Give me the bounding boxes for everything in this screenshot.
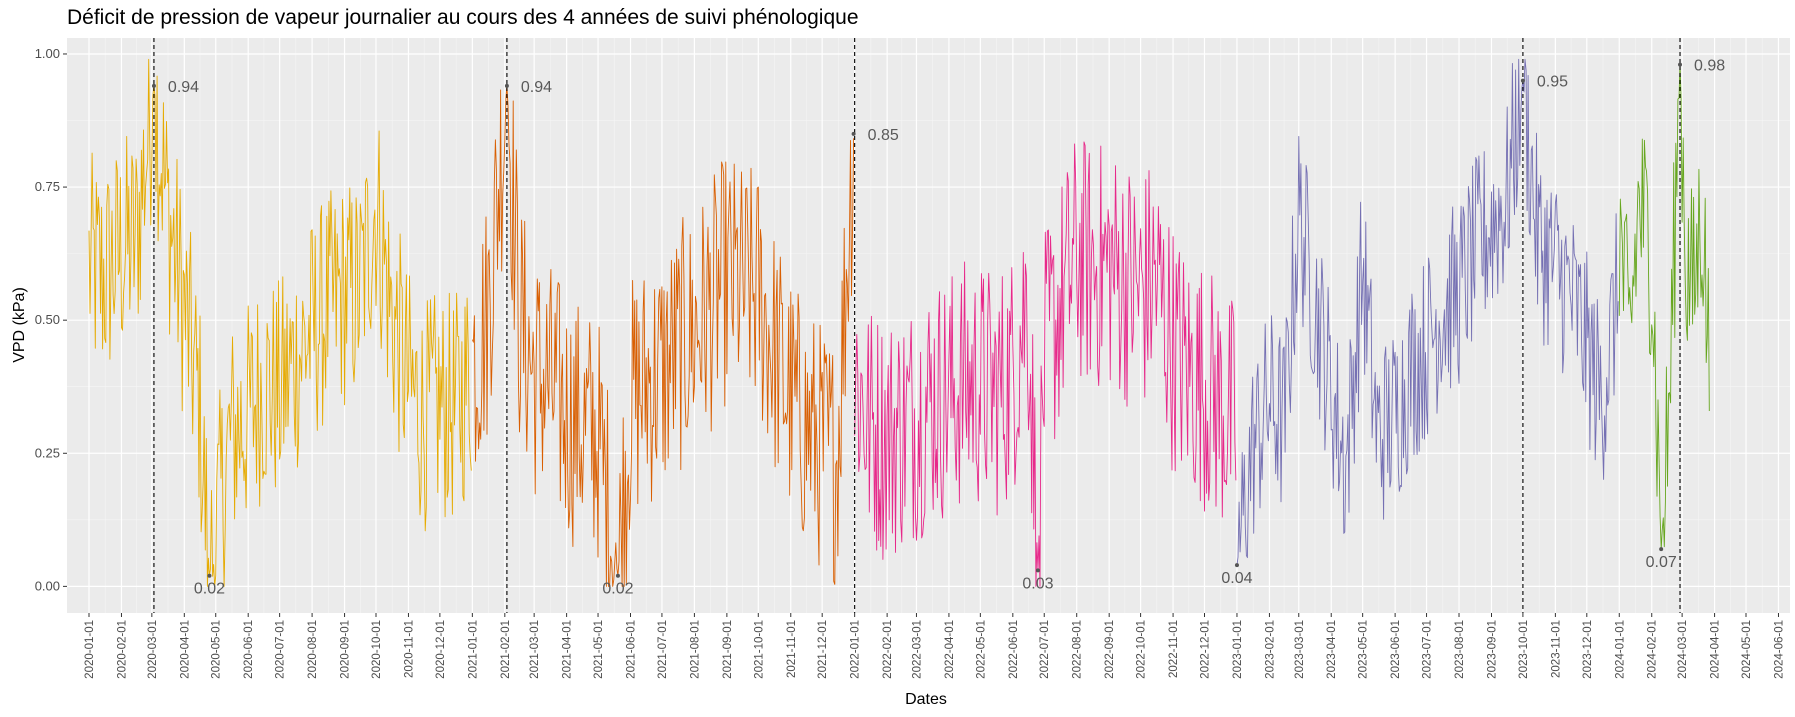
x-tick-label: 2022-04-01: [944, 620, 956, 679]
x-tick-label: 2021-07-01: [657, 620, 669, 679]
x-tick-label: 2023-04-01: [1326, 620, 1338, 679]
annotation-point: [1659, 547, 1664, 552]
x-tick-label: 2023-05-01: [1358, 620, 1370, 679]
x-tick-label: 2020-11-01: [403, 620, 415, 678]
x-tick-label: 2021-12-01: [817, 620, 829, 679]
series-line-2: [471, 85, 855, 587]
annotation-label: 0.07: [1646, 554, 1677, 571]
x-tick-label: 2021-03-01: [529, 620, 541, 679]
annotation-label: 0.94: [168, 79, 199, 96]
y-axis: 0.00 0.25 0.50 0.75 1.00: [35, 46, 67, 593]
annotation-point: [207, 573, 212, 578]
x-tick-label: 2023-07-01: [1422, 620, 1434, 679]
x-tick-label: 2020-01-01: [84, 620, 96, 679]
series-line-5: [1618, 64, 1710, 550]
x-tick-label: 2023-10-01: [1518, 620, 1530, 679]
annotation-point: [1678, 62, 1683, 67]
annotation-point: [1520, 78, 1525, 83]
x-tick-label: 2022-07-01: [1039, 620, 1051, 679]
x-tick-label: 2021-11-01: [786, 620, 798, 678]
series-layer: [88, 58, 1710, 587]
series-line-4: [1236, 58, 1619, 566]
x-tick-label: 2022-05-01: [975, 620, 987, 679]
annotation-point: [851, 131, 856, 136]
x-tick-label: 2021-05-01: [593, 620, 605, 679]
x-tick-label: 2023-12-01: [1582, 620, 1594, 679]
annotation-label: 0.03: [1022, 575, 1053, 592]
x-tick-label: 2021-06-01: [626, 620, 638, 679]
annotation-point: [504, 83, 509, 88]
annotation-point: [1234, 563, 1239, 568]
x-tick-label: 2021-04-01: [562, 620, 574, 679]
x-tick-label: 2020-02-01: [116, 620, 128, 679]
x-tick-label: 2024-01-01: [1614, 620, 1626, 679]
annotation-label: 0.04: [1221, 570, 1252, 587]
annotation-layer: 0.94 0.02 0.94 0.02 0.85 0.03 0.04 0.95 0.07 0.98: [151, 58, 1725, 598]
x-tick-label: 2024-05-01: [1741, 620, 1753, 679]
annotation-label: 0.02: [194, 581, 225, 598]
annotation-label: 0.95: [1537, 74, 1568, 91]
x-tick-label: 2020-07-01: [275, 620, 287, 679]
x-tick-label: 2021-10-01: [753, 620, 765, 679]
x-axis-label: Dates: [905, 691, 947, 708]
x-tick-label: 2020-05-01: [211, 620, 223, 679]
x-tick-label: 2020-10-01: [371, 620, 383, 679]
x-tick-label: 2023-01-01: [1232, 620, 1244, 679]
x-tick-label: 2023-03-01: [1294, 620, 1306, 679]
x-tick-label: 2020-03-01: [147, 620, 159, 679]
x-tick-label: 2024-04-01: [1710, 620, 1722, 679]
y-tick-label: 0.50: [35, 312, 60, 327]
x-tick-label: 2022-10-01: [1136, 620, 1148, 679]
x-tick-label: 2024-03-01: [1677, 620, 1689, 679]
annotation-label: 0.98: [1694, 58, 1725, 75]
x-tick-label: 2022-09-01: [1104, 620, 1116, 679]
series-line-1: [88, 58, 472, 587]
x-axis: 2020-01-01 2020-02-01 2020-03-01 2020-04-01…: [84, 613, 1785, 679]
annotation-point: [1035, 568, 1040, 573]
x-tick-label: 2021-09-01: [722, 620, 734, 679]
x-tick-label: 2023-02-01: [1264, 620, 1276, 679]
annotation-label: 0.02: [602, 581, 633, 598]
annotation-point: [615, 573, 620, 578]
chart-title: Déficit de pression de vapeur journalier…: [67, 6, 859, 29]
y-tick-label: 0.75: [35, 179, 60, 194]
x-tick-label: 2023-09-01: [1486, 620, 1498, 679]
vline-layer: [153, 38, 1681, 613]
x-tick-label: 2020-04-01: [179, 620, 191, 679]
x-tick-label: 2022-02-01: [882, 620, 894, 679]
y-tick-label: 0.25: [35, 445, 60, 460]
series-line-3: [854, 141, 1237, 587]
x-tick-label: 2022-03-01: [911, 620, 923, 679]
x-tick-label: 2022-11-01: [1168, 620, 1180, 678]
annotation-label: 0.94: [521, 79, 552, 96]
y-tick-label: 1.00: [35, 46, 60, 61]
x-tick-label: 2024-02-01: [1647, 620, 1659, 679]
x-tick-label: 2022-08-01: [1072, 620, 1084, 679]
x-tick-label: 2021-02-01: [500, 620, 512, 679]
y-tick-label: 0.00: [35, 578, 60, 593]
y-axis-label: VPD (kPa): [11, 287, 28, 363]
x-tick-label: 2022-12-01: [1199, 620, 1211, 679]
x-tick-label: 2021-08-01: [689, 620, 701, 679]
x-tick-label: 2021-01-01: [467, 620, 479, 679]
x-tick-label: 2022-06-01: [1008, 620, 1020, 679]
x-tick-label: 2024-06-01: [1773, 620, 1785, 679]
x-tick-label: 2023-06-01: [1390, 620, 1402, 679]
x-tick-label: 2020-09-01: [340, 620, 352, 679]
annotation-label: 0.85: [868, 127, 899, 144]
x-tick-label: 2023-08-01: [1454, 620, 1466, 679]
x-tick-label: 2020-06-01: [243, 620, 255, 679]
x-tick-label: 2020-12-01: [435, 620, 447, 679]
x-tick-label: 2023-11-01: [1550, 620, 1562, 678]
annotation-point: [151, 83, 156, 88]
x-tick-label: 2020-08-01: [307, 620, 319, 679]
x-tick-label: 2022-01-01: [850, 620, 862, 679]
